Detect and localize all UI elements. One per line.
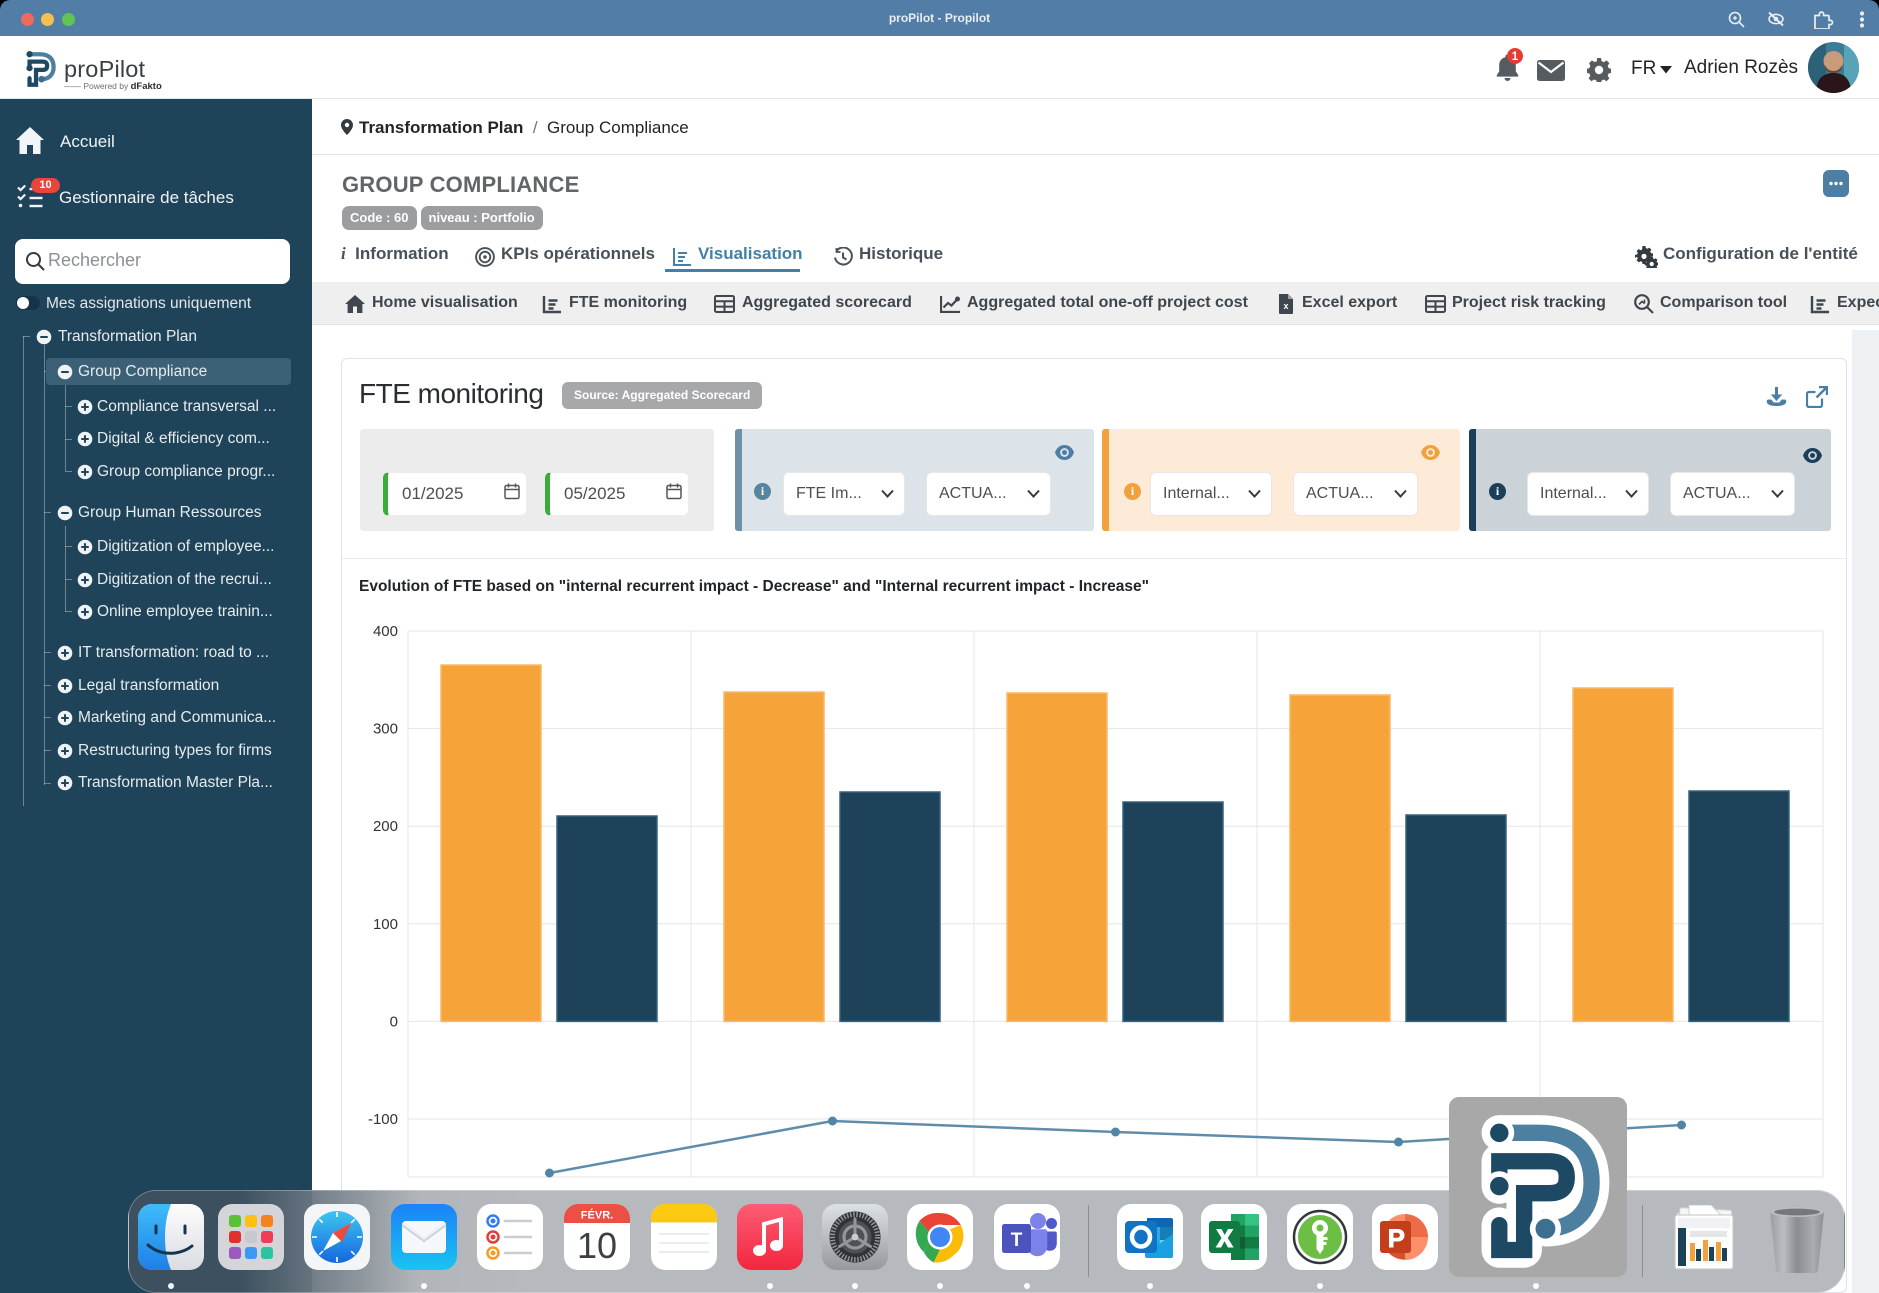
svg-text:0: 0 bbox=[390, 1013, 398, 1030]
svg-text:T: T bbox=[1011, 1230, 1023, 1251]
svg-text:1: 1 bbox=[1512, 51, 1519, 63]
svg-text:400: 400 bbox=[373, 623, 398, 640]
svg-text:-100: -100 bbox=[368, 1111, 398, 1128]
svg-text:100: 100 bbox=[373, 916, 398, 933]
svg-text:10: 10 bbox=[577, 1225, 617, 1266]
svg-text:x: x bbox=[1283, 301, 1288, 311]
svg-text:300: 300 bbox=[373, 721, 398, 738]
svg-text:FÉVR.: FÉVR. bbox=[581, 1209, 613, 1222]
svg-text:200: 200 bbox=[373, 818, 398, 835]
